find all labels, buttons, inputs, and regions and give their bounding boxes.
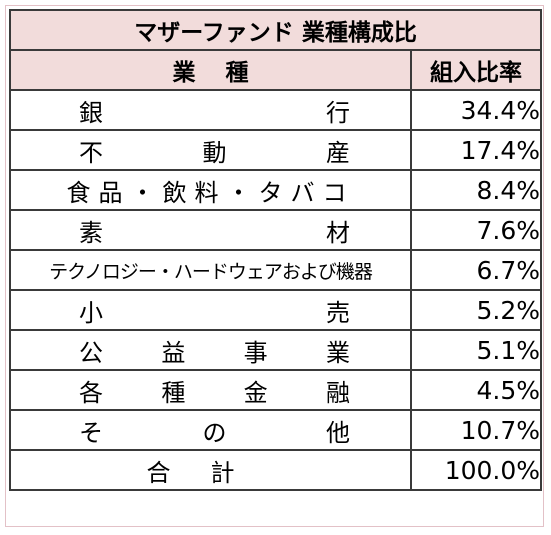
industry-char: 他 [326, 418, 350, 447]
ratio-cell: 7.6% [409, 209, 543, 251]
industry-cell: 銀 行 [9, 89, 412, 131]
industry-char: 各 [79, 378, 103, 407]
industry-column-header: 業種 [9, 49, 412, 91]
table-row: テクノロジー・ハードウェアおよび機器 6.7% [9, 249, 543, 291]
ratio-cell: 10.7% [409, 409, 543, 451]
industry-cell: 小 売 [9, 289, 412, 331]
industry-char: 材 [326, 218, 350, 247]
table-row: そ の 他 10.7% [9, 409, 543, 451]
table-row: 食品・飲料・タバコ 8.4% [9, 169, 543, 211]
industry-char: 素 [79, 218, 103, 247]
ratio-column-header: 組入比率 [409, 49, 543, 91]
industry-char: 事 [243, 338, 268, 367]
industry-char: 売 [326, 298, 350, 327]
industry-cell: テクノロジー・ハードウェアおよび機器 [9, 249, 412, 291]
total-ratio: 100.0% [409, 449, 543, 491]
industry-char: そ [79, 418, 103, 447]
total-row: 合計 100.0% [9, 449, 543, 491]
ratio-cell: 6.7% [409, 249, 543, 291]
table-row: 公 益 事 業 5.1% [9, 329, 543, 371]
table-row: 各 種 金 融 4.5% [9, 369, 543, 411]
ratio-cell: 8.4% [409, 169, 543, 211]
industry-char: 行 [326, 98, 350, 127]
industry-char: 融 [325, 378, 350, 407]
industry-char: 益 [161, 338, 186, 367]
table-title-row: マザーファンド 業種構成比 [8, 9, 543, 51]
ratio-cell: 5.1% [409, 329, 543, 371]
industry-char: の [202, 418, 227, 447]
industry-char: 公 [79, 338, 103, 367]
ratio-cell: 34.4% [409, 89, 543, 131]
table-row: 素 材 7.6% [9, 209, 543, 251]
industry-cell: そ の 他 [9, 409, 412, 451]
industry-cell: 素 材 [9, 209, 412, 251]
table-row: 小 売 5.2% [9, 289, 543, 331]
ratio-cell: 17.4% [409, 129, 543, 171]
industry-char: 小 [79, 298, 103, 327]
table-header-row: 業種 組入比率 [9, 49, 543, 91]
table-row: 不 動 産 17.4% [9, 129, 543, 171]
industry-char: 産 [326, 138, 350, 167]
industry-cell: 食品・飲料・タバコ [9, 169, 412, 211]
industry-label: テクノロジー・ハードウェアおよび機器 [49, 260, 373, 283]
table-row: 銀 行 34.4% [9, 89, 543, 131]
industry-label: 食品・飲料・タバコ [66, 178, 355, 207]
industry-char: 金 [243, 378, 268, 407]
industry-char: 不 [79, 138, 103, 167]
industry-char: 種 [161, 378, 186, 407]
industry-char: 業 [325, 338, 350, 367]
industry-char: 動 [202, 138, 227, 167]
table-frame [5, 5, 544, 527]
industry-cell: 公 益 事 業 [9, 329, 412, 371]
industry-char: 銀 [79, 98, 103, 127]
industry-composition-table: マザーファンド 業種構成比 業種 組入比率 銀 行 34.4% 不 動 産 [8, 9, 543, 491]
ratio-cell: 4.5% [409, 369, 543, 411]
industry-cell: 各 種 金 融 [9, 369, 412, 411]
total-label: 合計 [9, 449, 412, 491]
industry-cell: 不 動 産 [9, 129, 412, 171]
ratio-cell: 5.2% [409, 289, 543, 331]
table-title: マザーファンド 業種構成比 [8, 9, 543, 51]
